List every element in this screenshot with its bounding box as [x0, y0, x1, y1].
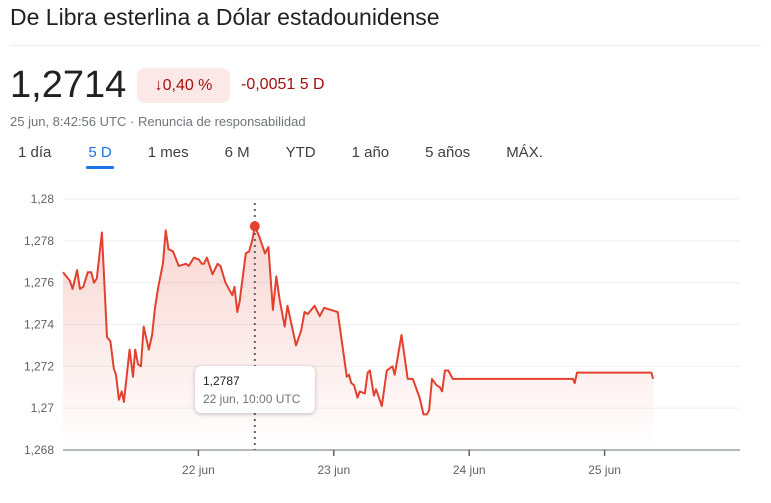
y-tick-label: 1,28 — [31, 192, 55, 206]
change-absolute: -0,0051 5 D — [241, 76, 325, 93]
y-tick-label: 1,276 — [24, 276, 54, 290]
x-tick-label: 25 jun — [588, 463, 621, 477]
change-percent: 0,40 % — [162, 76, 213, 94]
x-tick-label: 22 jun — [182, 463, 215, 477]
tab-1-month[interactable]: 1 mes — [147, 144, 189, 161]
tab-1-year[interactable]: 1 año — [351, 144, 390, 161]
hover-tooltip: 1,2787 22 jun, 10:00 UTC — [195, 366, 315, 413]
y-tick-label: 1,27 — [31, 401, 55, 415]
disclaimer-link[interactable]: Renuncia de responsabilidad — [137, 114, 306, 129]
price-line — [62, 225, 655, 416]
tab-5-days[interactable]: 5 D — [86, 144, 115, 169]
tab-ytd[interactable]: YTD — [285, 144, 316, 161]
x-tick-label: 24 jun — [453, 463, 486, 477]
tab-max[interactable]: MÁX. — [506, 144, 543, 161]
arrow-down-icon: ↓ — [154, 76, 163, 94]
y-tick-label: 1,274 — [24, 318, 54, 332]
separator: · — [129, 114, 135, 129]
quote-meta: 25 jun, 8:42:56 UTC · Renuncia de respon… — [10, 114, 306, 129]
y-tick-label: 1,272 — [24, 359, 54, 373]
y-tick-label: 1,278 — [24, 234, 54, 248]
divider — [10, 45, 761, 46]
x-tick-label: 23 jun — [317, 463, 350, 477]
tooltip-value: 1,2787 — [203, 374, 240, 388]
range-tabs: 1 día 5 D 1 mes 6 M YTD 1 año 5 años MÁX… — [18, 144, 543, 169]
y-tick-label: 1,268 — [24, 443, 54, 457]
current-price: 1,2714 — [10, 64, 127, 106]
highlight-point — [249, 221, 260, 232]
page-title: De Libra esterlina a Dólar estadounidens… — [10, 4, 440, 30]
change-percent-badge: ↓ 0,40 % — [137, 68, 230, 103]
tab-1-day[interactable]: 1 día — [18, 144, 52, 161]
tab-5-years[interactable]: 5 años — [425, 144, 471, 161]
tooltip-date: 22 jun, 10:00 UTC — [203, 392, 301, 406]
tab-6-months[interactable]: 6 M — [224, 144, 250, 161]
timestamp: 25 jun, 8:42:56 UTC — [10, 114, 127, 129]
